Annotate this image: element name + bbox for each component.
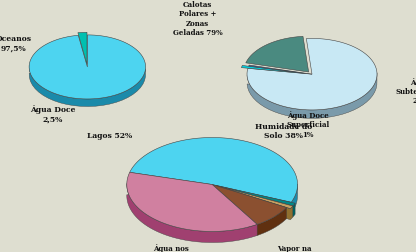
Text: Oceanos
97,5%: Oceanos 97,5%	[0, 35, 32, 52]
Polygon shape	[212, 185, 287, 225]
Polygon shape	[249, 66, 312, 75]
Polygon shape	[242, 66, 306, 74]
Polygon shape	[247, 39, 377, 110]
Text: Água nos
Organismos
Vivos 1%: Água nos Organismos Vivos 1%	[148, 243, 195, 252]
Polygon shape	[247, 74, 377, 119]
Text: Água
Subterrânea
20%: Água Subterrânea 20%	[396, 78, 416, 105]
Text: Água Doce
Superficial
1%: Água Doce Superficial 1%	[286, 111, 329, 138]
Polygon shape	[127, 173, 257, 232]
Polygon shape	[29, 36, 146, 100]
Text: Vapor na
Atmosfera
8%: Vapor na Atmosfera 8%	[274, 244, 314, 252]
Polygon shape	[216, 186, 295, 217]
Polygon shape	[130, 138, 297, 202]
Text: Lagos 52%: Lagos 52%	[87, 131, 132, 139]
Polygon shape	[246, 37, 309, 73]
Polygon shape	[212, 185, 287, 236]
Text: Água Doce
2,5%: Água Doce 2,5%	[30, 105, 75, 123]
Polygon shape	[216, 186, 293, 220]
Polygon shape	[212, 184, 297, 213]
Polygon shape	[29, 67, 146, 107]
Polygon shape	[216, 186, 295, 206]
Text: Calotas
Polares +
Zonas
Geladas 79%: Calotas Polares + Zonas Geladas 79%	[173, 1, 223, 37]
Polygon shape	[127, 184, 257, 243]
Polygon shape	[216, 186, 293, 209]
Text: Humidade do
Solo 38%: Humidade do Solo 38%	[255, 122, 312, 139]
Polygon shape	[78, 33, 87, 65]
